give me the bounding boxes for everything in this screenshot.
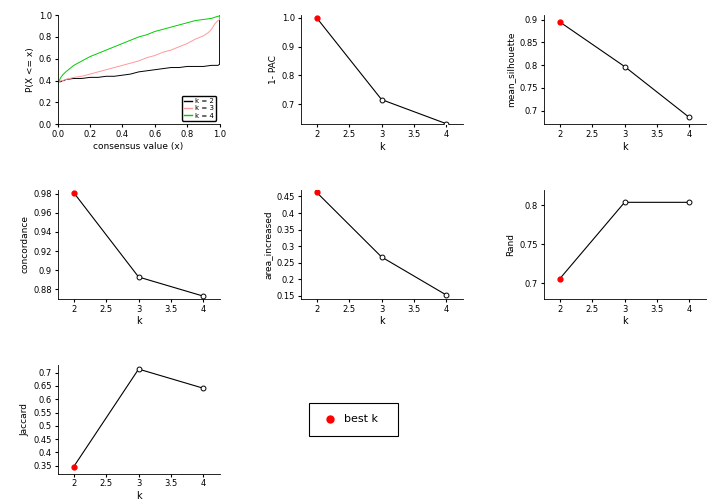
Y-axis label: concordance: concordance	[20, 215, 30, 274]
Y-axis label: area_increased: area_increased	[264, 210, 272, 279]
X-axis label: k: k	[622, 142, 627, 152]
X-axis label: k: k	[379, 317, 384, 327]
Y-axis label: P(X <= x): P(X <= x)	[26, 47, 35, 92]
Y-axis label: mean_silhouette: mean_silhouette	[506, 32, 516, 107]
Y-axis label: Jaccard: Jaccard	[20, 403, 30, 435]
Y-axis label: Rand: Rand	[506, 233, 516, 256]
X-axis label: k: k	[379, 142, 384, 152]
Legend: k = 2, k = 3, k = 4: k = 2, k = 3, k = 4	[182, 96, 216, 121]
Bar	[309, 403, 397, 435]
X-axis label: k: k	[622, 317, 627, 327]
X-axis label: k: k	[136, 317, 141, 327]
X-axis label: consensus value (x): consensus value (x)	[94, 142, 184, 151]
X-axis label: k: k	[136, 491, 141, 501]
Text: best k: best k	[344, 414, 378, 424]
Y-axis label: 1- PAC: 1- PAC	[269, 55, 278, 84]
